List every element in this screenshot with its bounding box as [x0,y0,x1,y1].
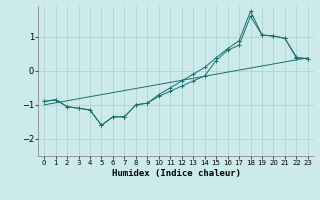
X-axis label: Humidex (Indice chaleur): Humidex (Indice chaleur) [111,169,241,178]
